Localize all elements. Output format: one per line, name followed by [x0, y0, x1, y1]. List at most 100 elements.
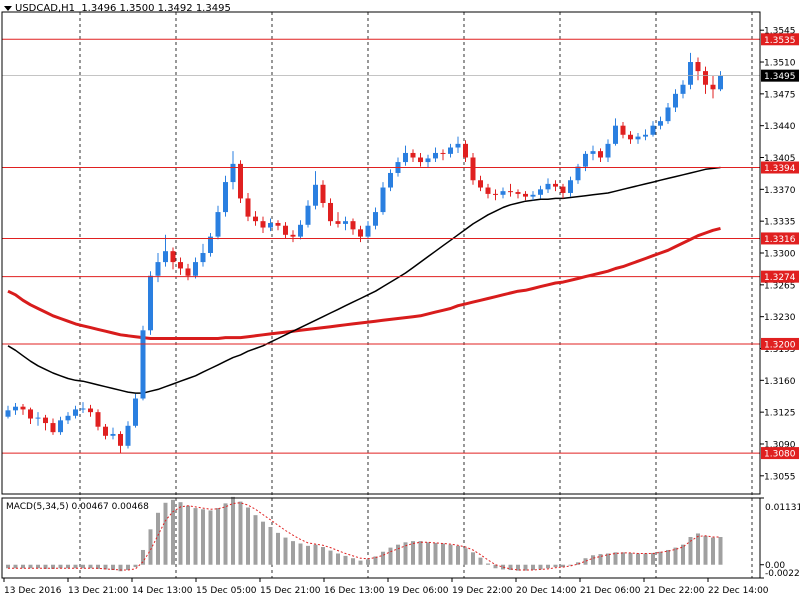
candle-body [253, 216, 258, 222]
candle-body [665, 107, 671, 122]
candle-body [718, 75, 723, 90]
candle-body [230, 163, 236, 183]
price-tick-label: 1.3440 [764, 122, 796, 132]
candle-body [43, 417, 48, 424]
candle-body [95, 412, 101, 427]
macd-bar [186, 505, 190, 565]
candle-body [155, 262, 161, 276]
macd-signal-line [8, 502, 721, 571]
macd-bar [148, 529, 153, 565]
macd-bar [268, 526, 273, 565]
ma-fast-line [7, 166, 721, 394]
candle-body [80, 408, 86, 410]
macd-values: 0.00467 0.00468 [71, 502, 149, 512]
macd-bar [36, 564, 40, 569]
macd-bar [711, 537, 715, 565]
candle-body [133, 398, 138, 426]
candle-body [575, 166, 581, 181]
time-tick-label: 21 Dec 22:00 [644, 586, 705, 596]
candle-body [470, 157, 476, 181]
candle-body [613, 125, 618, 144]
candle-body [328, 202, 333, 222]
macd-tick-label: 0.01131 [765, 503, 800, 513]
candle-body [88, 408, 93, 413]
price-tick-label: 1.3160 [764, 377, 796, 387]
macd-bar [238, 501, 243, 565]
macd-bar [591, 555, 595, 565]
macd-bar [81, 564, 85, 569]
macd-bar [43, 564, 48, 569]
ma-slow-line [7, 226, 721, 340]
macd-bar [73, 564, 78, 569]
time-axis: 13 Dec 2016 13 Dec 21:00 14 Dec 13:00 15 De… [3, 578, 769, 596]
candle-body [523, 193, 528, 197]
macd-bar [538, 564, 543, 570]
candle-body [245, 198, 251, 217]
candle-body [298, 224, 303, 237]
candle-body [215, 212, 221, 237]
time-tick-label: 20 Dec 14:00 [516, 586, 577, 596]
macd-bar [276, 532, 280, 565]
candle-body [410, 152, 416, 158]
time-tick-label: 19 Dec 22:00 [452, 586, 513, 596]
macd-header: MACD(5,34,5) 0.00467 0.00468 [6, 502, 149, 512]
macd-bar [628, 552, 633, 565]
macd-bar [553, 564, 558, 568]
candle-body [635, 136, 641, 140]
macd-bar [448, 544, 453, 565]
macd-bar [508, 564, 513, 571]
macd-bar [561, 564, 565, 568]
macd-bar [598, 554, 603, 565]
macd-bar [388, 547, 393, 565]
macd-bar [576, 562, 580, 565]
macd-label: MACD(5,34,5) [6, 502, 69, 512]
candle-body [628, 134, 633, 140]
level-tag-label: 1.3535 [764, 36, 796, 46]
macd-bar [583, 558, 588, 565]
candle-body [350, 221, 356, 230]
macd-bar [261, 521, 265, 565]
macd-bar [568, 564, 573, 566]
dropdown-triangle-icon[interactable] [4, 5, 12, 11]
macd-tick-label: -0.00225 [765, 569, 800, 579]
macd-axis: 0.01131 0.00-0.00225 [760, 497, 800, 579]
candle-body [448, 147, 453, 154]
candle-body [485, 187, 491, 194]
candle-body [103, 426, 108, 436]
macd-bar [141, 549, 145, 565]
candle-body [358, 229, 363, 237]
macd-bar [246, 507, 250, 565]
macd-bar [336, 553, 340, 565]
candle-body [110, 433, 116, 436]
candle-body [590, 151, 596, 154]
candle-body [440, 152, 446, 154]
price-tick-label: 1.3230 [764, 313, 796, 323]
time-tick-label: 21 Dec 06:00 [580, 586, 641, 596]
candle-body [553, 183, 558, 187]
macd-bar [178, 502, 183, 565]
macd-bar [223, 503, 228, 565]
macd-bar [486, 563, 490, 565]
candle-body [365, 225, 371, 237]
macd-bar [621, 552, 625, 565]
level-tag [761, 161, 799, 174]
candle-body [320, 184, 326, 203]
level-tag-label: 1.3080 [764, 450, 796, 460]
macd-bar [546, 564, 550, 569]
macd-bar [253, 515, 258, 565]
price-tick-label: 1.3195 [764, 345, 796, 355]
macd-bar [171, 499, 175, 565]
price-axis: 1.3545 1.3510 1.3475 1.3440 1.3405 1.3370 1.33… [760, 27, 796, 482]
moving-average-slow [7, 226, 721, 340]
macd-bar [463, 548, 468, 565]
candle-body [50, 423, 56, 433]
macd-bar [291, 541, 295, 565]
macd-bar [426, 542, 430, 565]
horizontal-levels[interactable] [2, 38, 760, 454]
price-tick-label: 1.3475 [764, 90, 796, 100]
candle-body [65, 415, 71, 421]
macd-bar [358, 560, 363, 565]
candle-body [185, 268, 191, 276]
